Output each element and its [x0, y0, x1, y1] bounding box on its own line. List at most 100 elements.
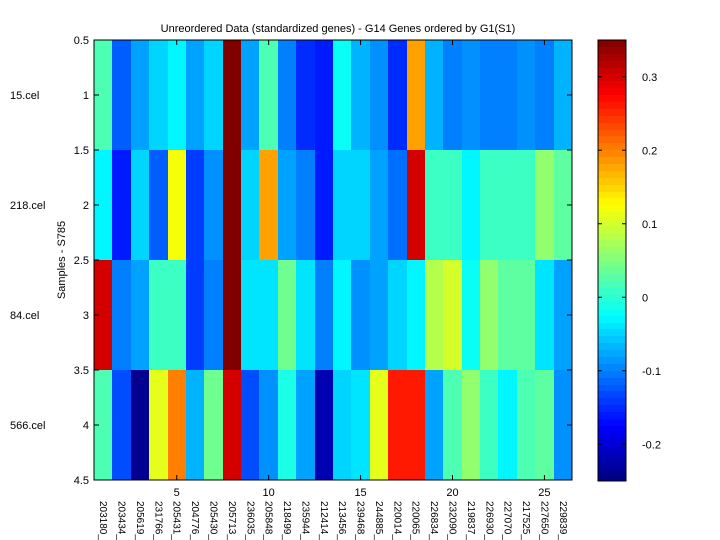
colorbar-segment — [598, 453, 626, 460]
colorbar-segment — [598, 212, 626, 219]
heatmap-cell — [204, 260, 223, 370]
colorbar-segment — [598, 164, 626, 171]
colorbar-segment — [598, 405, 626, 412]
heatmap-cell — [535, 370, 554, 480]
colorbar-segment — [598, 102, 626, 109]
colorbar-segment — [598, 47, 626, 54]
heatmap-cell — [149, 150, 168, 260]
heatmap-cell — [112, 260, 131, 370]
heatmap-cell — [296, 370, 315, 480]
colorbar-segment — [598, 233, 626, 240]
heatmap-cell — [168, 370, 186, 480]
heatmap-cell — [425, 260, 443, 370]
x-axis: 5 10 15 20 25 — [174, 40, 551, 499]
colorbar-segment — [598, 54, 626, 61]
heatmap-cell — [462, 150, 480, 260]
gene-label: 220014_ — [391, 501, 402, 540]
gene-label: 227650_ — [538, 501, 549, 540]
heatmap-cell — [425, 370, 443, 480]
heatmap-cell — [425, 150, 443, 260]
colorbar-segment — [598, 74, 626, 81]
gene-label: 235944_ — [299, 501, 310, 540]
heatmap-cell — [407, 40, 425, 150]
colorbar-segment — [598, 309, 626, 316]
colorbar-frame — [597, 39, 627, 482]
heatmap-cell — [517, 260, 535, 370]
heatmap-cell — [315, 150, 333, 260]
heatmap-cell — [443, 260, 462, 370]
colorbar-tick-label: -0.2 — [642, 439, 661, 451]
x-tick-label: 25 — [538, 487, 550, 499]
heatmap-cell — [204, 370, 223, 480]
colorbar-segment — [598, 281, 626, 288]
colorbar-tick-label: 0.2 — [642, 145, 657, 157]
gene-label: 205431_ — [171, 501, 182, 540]
colorbar-segment — [598, 398, 626, 405]
x-tick-label: 5 — [174, 487, 180, 499]
colorbar: 0.3 0.2 0.1 0 -0.1 -0.2 — [597, 39, 661, 482]
colorbar-segment — [598, 136, 626, 143]
colorbar-segment — [598, 205, 626, 212]
heatmap-cell — [554, 370, 572, 480]
row-labels: 15.cel 218.cel 84.cel 566.cel — [10, 90, 45, 432]
heatmap-cell — [315, 370, 333, 480]
gene-label: 203434_ — [116, 501, 127, 540]
heatmap-cell — [333, 370, 351, 480]
heatmap-cell — [517, 40, 535, 150]
heatmap-cell — [149, 370, 168, 480]
heatmap-cell — [425, 40, 443, 150]
heatmap-cell — [388, 370, 407, 480]
heatmap-cell — [94, 370, 112, 480]
gene-label: 205713_ — [226, 501, 237, 540]
gene-label: 217525_ — [520, 501, 531, 540]
heatmap-cell — [296, 260, 315, 370]
heatmap-cell — [241, 370, 259, 480]
heatmap-cell — [131, 150, 149, 260]
colorbar-segment — [598, 219, 626, 226]
colorbar-tick-label: 0 — [642, 292, 648, 304]
heatmap-cell — [259, 150, 278, 260]
colorbar-segment — [598, 68, 626, 74]
colorbar-segment — [598, 178, 626, 185]
colorbar-tick-label: 0.3 — [642, 72, 657, 84]
heatmap-cell — [351, 370, 370, 480]
row-label: 218.cel — [10, 200, 45, 212]
heatmap-cell — [535, 150, 554, 260]
colorbar-segment — [598, 88, 626, 95]
heatmap-cell — [443, 370, 462, 480]
colorbar-segment — [598, 350, 626, 357]
heatmap-cell — [351, 260, 370, 370]
colorbar-segment — [598, 371, 626, 378]
heatmap-cell — [554, 40, 572, 150]
gene-label: 204776_ — [189, 501, 200, 540]
heatmap-cell — [112, 150, 131, 260]
heatmap-cell — [370, 260, 388, 370]
heatmap-cell — [168, 40, 186, 150]
heatmap-cell — [278, 40, 296, 150]
gene-label: 239468_ — [355, 501, 366, 540]
heatmap-cell — [388, 150, 407, 260]
colorbar-tick-label: 0.1 — [642, 219, 657, 231]
x-tick-label: 10 — [263, 487, 275, 499]
colorbar-segment — [598, 385, 626, 391]
y-tick-label: 4.5 — [74, 475, 89, 487]
heatmap-cell — [149, 260, 168, 370]
heatmap-cell — [186, 260, 204, 370]
colorbar-segment — [598, 267, 626, 274]
colorbar-segment — [598, 316, 626, 323]
heatmap-cell — [333, 40, 351, 150]
y-axis-label: Samples - S785 — [56, 221, 68, 299]
y-tick-label: 4 — [83, 420, 89, 432]
gene-label: 205848_ — [263, 501, 274, 540]
heatmap-cell — [259, 370, 278, 480]
colorbar-segment — [598, 123, 626, 130]
gene-label: 226930_ — [483, 501, 494, 540]
heatmap-cell — [131, 370, 149, 480]
colorbar-segment — [598, 61, 626, 68]
row-label: 15.cel — [10, 90, 39, 102]
heatmap-cell — [186, 150, 204, 260]
colorbar-segment — [598, 378, 626, 385]
colorbar-segment — [598, 474, 626, 481]
heatmap-cell — [480, 370, 498, 480]
heatmap-cell — [186, 370, 204, 480]
